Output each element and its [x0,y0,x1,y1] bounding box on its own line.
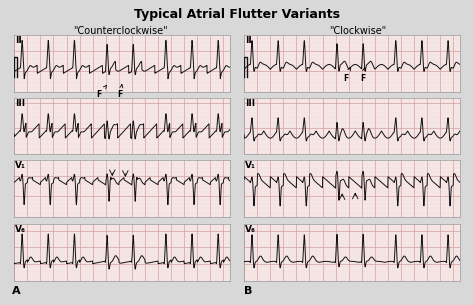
Text: V₆: V₆ [245,225,255,234]
Text: III: III [245,99,255,108]
Text: F: F [97,85,107,99]
Text: "Clockwise": "Clockwise" [329,26,386,36]
Text: V₆: V₆ [15,225,26,234]
Text: II: II [245,36,251,45]
Text: F: F [343,67,351,83]
Text: V₁: V₁ [15,161,26,170]
Text: III: III [15,99,25,108]
Text: B: B [244,286,253,296]
Text: F: F [360,68,365,83]
Text: F: F [118,84,123,99]
Text: II: II [15,36,21,45]
Text: "Counterclockwise": "Counterclockwise" [73,26,168,36]
Text: V₁: V₁ [245,161,255,170]
Text: A: A [12,286,20,296]
Text: Typical Atrial Flutter Variants: Typical Atrial Flutter Variants [134,8,340,21]
